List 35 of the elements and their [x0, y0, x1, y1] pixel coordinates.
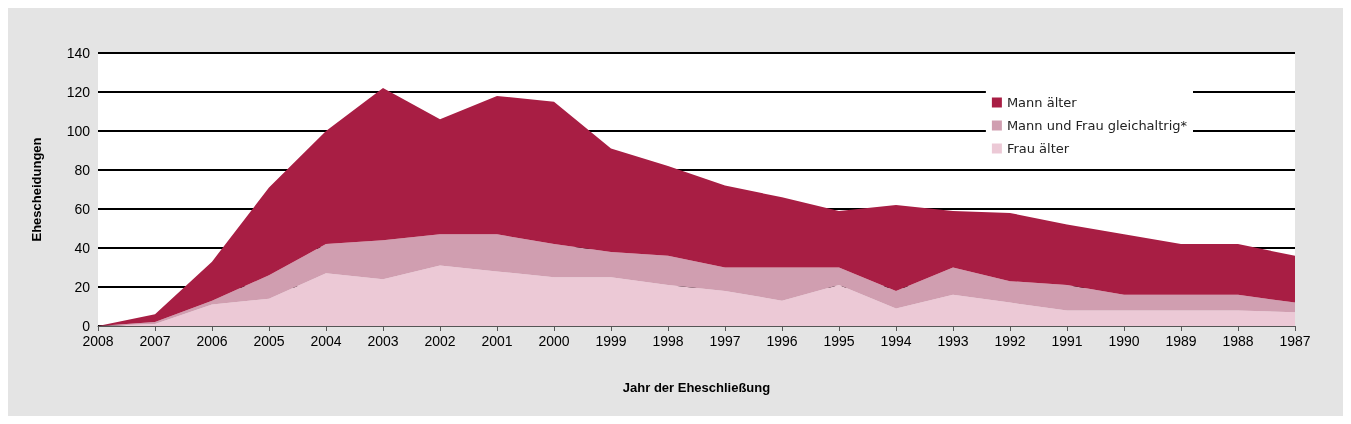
x-tick-label: 2007: [139, 333, 171, 349]
x-tick-label: 1992: [994, 333, 1026, 349]
x-tick-label: 2002: [424, 333, 456, 349]
y-tick-label: 100: [66, 123, 91, 139]
x-tick-label: 1999: [595, 333, 627, 349]
x-tick-label: 2001: [481, 333, 513, 349]
y-tick-label: 140: [66, 45, 91, 61]
legend-label: Mann älter: [1006, 95, 1078, 110]
x-tick-label: 2000: [538, 333, 570, 349]
x-tick-label: 1994: [880, 333, 912, 349]
x-tick-label: 2006: [196, 333, 228, 349]
y-tick-label: 20: [74, 279, 91, 295]
x-tick-label: 2008: [82, 333, 114, 349]
x-tick-label: 2003: [367, 333, 399, 349]
legend-label: Mann und Frau gleichaltrig*: [1006, 118, 1188, 133]
y-tick-label: 40: [74, 240, 91, 256]
legend-label: Frau älter: [1006, 141, 1070, 156]
x-tick-label: 1995: [823, 333, 855, 349]
y-tick-label: 80: [74, 162, 91, 178]
y-tick-label: 0: [82, 318, 91, 334]
x-axis-title: Jahr der Eheschließung: [622, 380, 771, 395]
y-axis-title: Ehescheidungen: [29, 137, 44, 242]
x-tick-label: 2004: [310, 333, 342, 349]
x-tick-label: 2005: [253, 333, 285, 349]
x-tick-label: 1989: [1165, 333, 1197, 349]
x-tick-label: 1987: [1279, 333, 1311, 349]
x-tick-label: 1993: [937, 333, 969, 349]
x-tick-label: 1990: [1108, 333, 1140, 349]
x-tick-label: 1997: [709, 333, 741, 349]
x-tick-label: 1996: [766, 333, 798, 349]
x-tick-label: 1988: [1222, 333, 1254, 349]
x-tick-label: 1998: [652, 333, 684, 349]
y-tick-label: 120: [66, 84, 91, 100]
x-tick-label: 1991: [1051, 333, 1083, 349]
y-tick-label: 60: [74, 201, 91, 217]
